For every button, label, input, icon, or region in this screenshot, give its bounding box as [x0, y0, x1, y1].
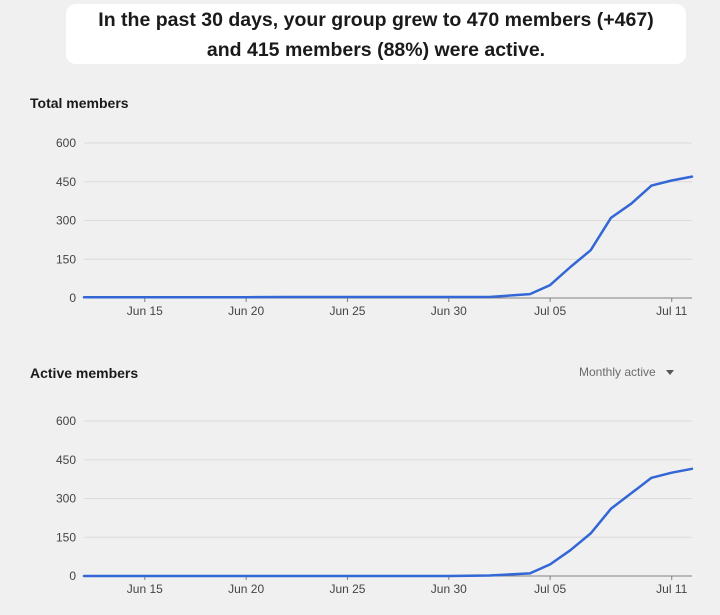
x-tick-label: Jul 11 — [656, 304, 687, 318]
active-members-title: Active members — [30, 365, 139, 381]
x-tick-label: Jun 20 — [228, 304, 264, 318]
summary-line-1: In the past 30 days, your group grew to … — [98, 9, 654, 31]
x-tick-label: Jul 05 — [534, 304, 566, 318]
x-tick-label: Jun 15 — [127, 304, 163, 318]
x-tick-label: Jun 15 — [127, 582, 163, 596]
y-tick-label: 0 — [69, 569, 76, 583]
y-tick-label: 300 — [56, 214, 76, 228]
caret-down-icon — [665, 369, 674, 375]
y-tick-label: 0 — [69, 291, 76, 305]
series-line — [82, 175, 694, 299]
y-tick-label: 600 — [56, 414, 76, 428]
y-tick-label: 600 — [56, 136, 76, 150]
monthly-active-dropdown[interactable]: Monthly active — [579, 365, 674, 379]
total-members-title: Total members — [30, 95, 129, 111]
x-tick-label: Jun 20 — [228, 582, 264, 596]
x-tick-label: Jun 30 — [431, 304, 467, 318]
x-tick-label: Jun 25 — [329, 582, 365, 596]
y-tick-label: 150 — [56, 530, 76, 544]
x-tick-label: Jun 30 — [431, 582, 467, 596]
series-line — [82, 467, 694, 578]
y-tick-label: 300 — [56, 492, 76, 506]
active-members-chart: 0 150 300 450 600 Jun 15 Jun 20 Jun 25 Jun 30 Jul… — [56, 414, 694, 596]
summary-line-2: and 415 members (88%) were active. — [206, 39, 546, 61]
y-tick-label: 450 — [56, 175, 76, 189]
x-tick-label: Jul 05 — [534, 582, 566, 596]
summary-banner: In the past 30 days, your group grew to … — [66, 4, 686, 64]
x-tick-label: Jul 11 — [656, 582, 687, 596]
y-tick-label: 450 — [56, 453, 76, 467]
y-tick-label: 150 — [56, 252, 76, 266]
x-tick-label: Jun 25 — [329, 304, 365, 318]
total-members-chart: 0 150 300 450 600 Jun 15 Jun 20 Jun 25 Jun 30 Jul… — [56, 136, 694, 318]
dropdown-label: Monthly active — [579, 365, 656, 379]
